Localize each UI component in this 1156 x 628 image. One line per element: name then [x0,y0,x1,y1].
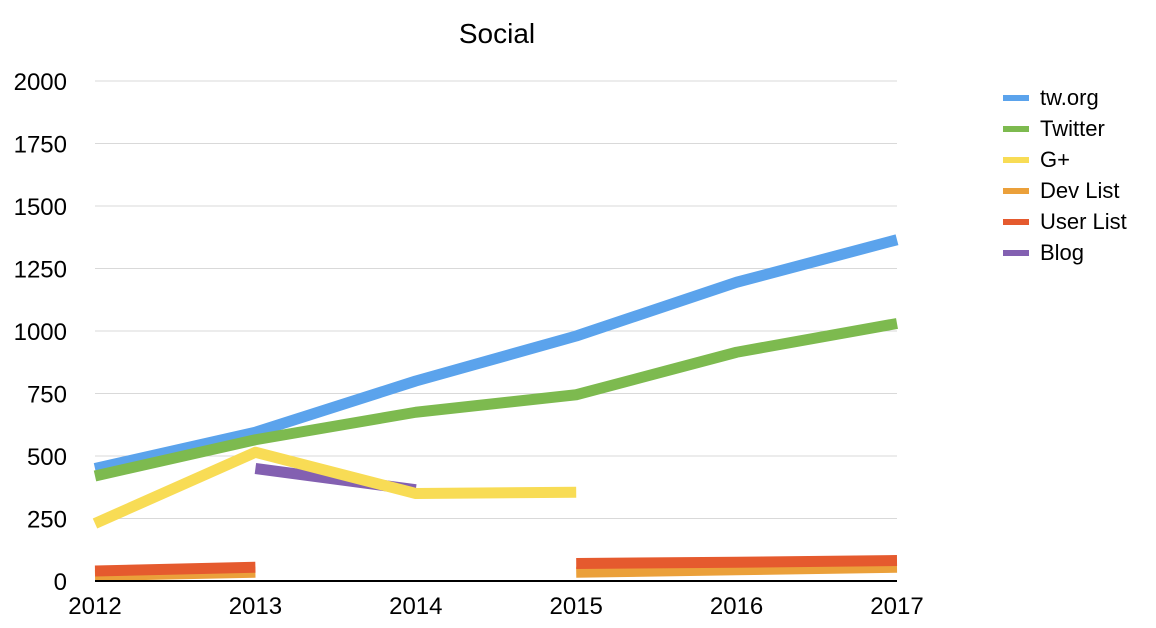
x-tick-label: 2014 [389,593,442,620]
legend-swatch [1003,187,1029,194]
series-line-tw-org [93,234,899,474]
x-tick-label: 2016 [710,593,763,620]
legend-label: Dev List [1040,178,1120,203]
series-lines [92,234,899,581]
y-tick-label: 250 [27,507,67,534]
legend-item: G+ [1003,144,1127,175]
legend-label: tw.org [1040,85,1099,110]
legend-swatch [1003,94,1029,101]
x-tick-label: 2012 [68,593,121,620]
gridlines [95,80,897,519]
legend-item: Twitter [1003,113,1127,144]
series-line-user-list [94,561,256,577]
series-user-list [94,555,898,577]
series-line-g- [92,446,577,529]
legend-swatch [1003,125,1029,132]
legend-label: Blog [1040,240,1085,265]
y-tick-label: 1250 [14,257,67,284]
series-tw-org [93,234,899,474]
legend-label: User List [1040,209,1127,234]
y-tick-label: 1500 [14,194,67,221]
legend-item: Blog [1003,237,1127,268]
legend: tw.org Twitter G+ Dev List User List Blog [1003,82,1127,268]
x-tick-label: 2013 [229,593,282,620]
legend-item: tw.org [1003,82,1127,113]
y-tick-label: 500 [27,444,67,471]
legend-label: Twitter [1040,116,1105,141]
legend-item: User List [1003,206,1127,237]
y-tick-label: 1000 [14,319,67,346]
chart-title: Social [459,18,535,49]
series-line-dev-list [576,561,898,578]
x-tick-label: 2017 [870,593,923,620]
y-tick-label: 2000 [14,69,67,96]
legend-swatch [1003,249,1029,256]
series-line-user-list [576,555,898,569]
legend-label: G+ [1040,147,1070,172]
x-tick-label: 2015 [550,593,603,620]
y-axis-tick-labels: 0 250 500 750 1000 1250 1500 1750 2000 [14,69,67,596]
y-tick-label: 0 [54,569,67,596]
x-axis-tick-labels: 2012 2013 2014 2015 2016 2017 [68,593,923,620]
legend-swatch [1003,218,1029,225]
y-tick-label: 1750 [14,132,67,159]
series-line-twitter [93,318,898,482]
series-twitter [93,318,898,482]
legend-swatch [1003,156,1029,163]
legend-item: Dev List [1003,175,1127,206]
series-g- [92,446,577,529]
y-tick-label: 750 [27,382,67,409]
